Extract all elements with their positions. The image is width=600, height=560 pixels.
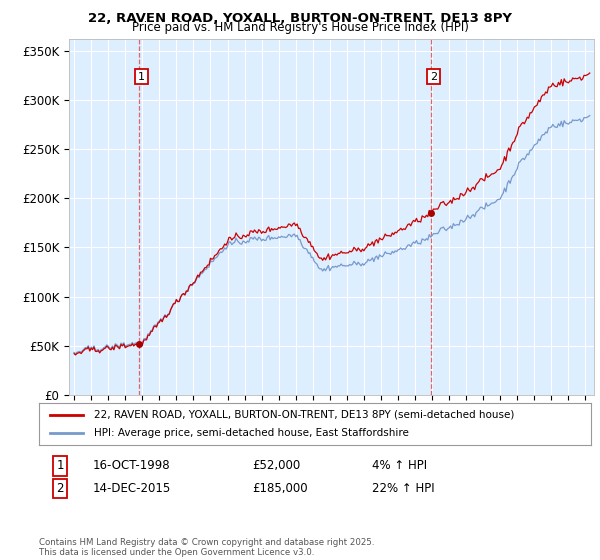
Text: 1: 1 [138, 72, 145, 82]
Text: 16-OCT-1998: 16-OCT-1998 [93, 459, 170, 473]
Text: 2: 2 [430, 72, 437, 82]
Text: 2: 2 [56, 482, 64, 495]
Text: £185,000: £185,000 [252, 482, 308, 495]
Text: Contains HM Land Registry data © Crown copyright and database right 2025.
This d: Contains HM Land Registry data © Crown c… [39, 538, 374, 557]
Text: 22, RAVEN ROAD, YOXALL, BURTON-ON-TRENT, DE13 8PY: 22, RAVEN ROAD, YOXALL, BURTON-ON-TRENT,… [88, 12, 512, 25]
Text: 1: 1 [56, 459, 64, 473]
Text: Price paid vs. HM Land Registry's House Price Index (HPI): Price paid vs. HM Land Registry's House … [131, 21, 469, 34]
Text: £52,000: £52,000 [252, 459, 300, 473]
Text: 22% ↑ HPI: 22% ↑ HPI [372, 482, 434, 495]
Text: 22, RAVEN ROAD, YOXALL, BURTON-ON-TRENT, DE13 8PY (semi-detached house): 22, RAVEN ROAD, YOXALL, BURTON-ON-TRENT,… [94, 410, 515, 420]
Text: 14-DEC-2015: 14-DEC-2015 [93, 482, 171, 495]
Text: 4% ↑ HPI: 4% ↑ HPI [372, 459, 427, 473]
Text: HPI: Average price, semi-detached house, East Staffordshire: HPI: Average price, semi-detached house,… [94, 428, 409, 438]
